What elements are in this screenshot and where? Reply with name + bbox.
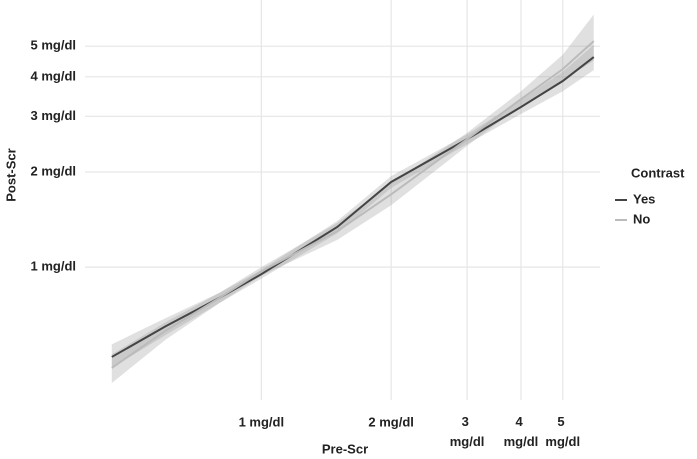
x-tick-label: 4 mg/dl <box>504 414 539 449</box>
series-line <box>111 40 595 369</box>
y-tick-label: 3 mg/dl <box>30 108 76 123</box>
y-tick-label: 5 mg/dl <box>30 38 76 53</box>
x-tick-label: 5 mg/dl <box>545 414 580 449</box>
legend-title: Contrast <box>631 165 685 180</box>
y-tick-label: 2 mg/dl <box>30 163 76 178</box>
confidence-band <box>111 44 594 368</box>
x-tick-label: 3 mg/dl <box>450 414 485 449</box>
x-axis-title: Pre-Scr <box>322 441 368 456</box>
x-tick-label: 1 mg/dl <box>239 414 285 429</box>
y-tick-label: 1 mg/dl <box>30 259 76 274</box>
y-axis-title: Post-Scr <box>3 148 18 201</box>
legend-label: No <box>633 211 650 226</box>
y-tick-label: 4 mg/dl <box>30 68 76 83</box>
legend-label: Yes <box>633 191 655 206</box>
series-line <box>111 56 595 358</box>
x-tick-label: 2 mg/dl <box>368 414 414 429</box>
